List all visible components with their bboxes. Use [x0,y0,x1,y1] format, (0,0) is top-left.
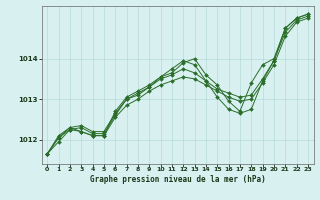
X-axis label: Graphe pression niveau de la mer (hPa): Graphe pression niveau de la mer (hPa) [90,175,266,184]
